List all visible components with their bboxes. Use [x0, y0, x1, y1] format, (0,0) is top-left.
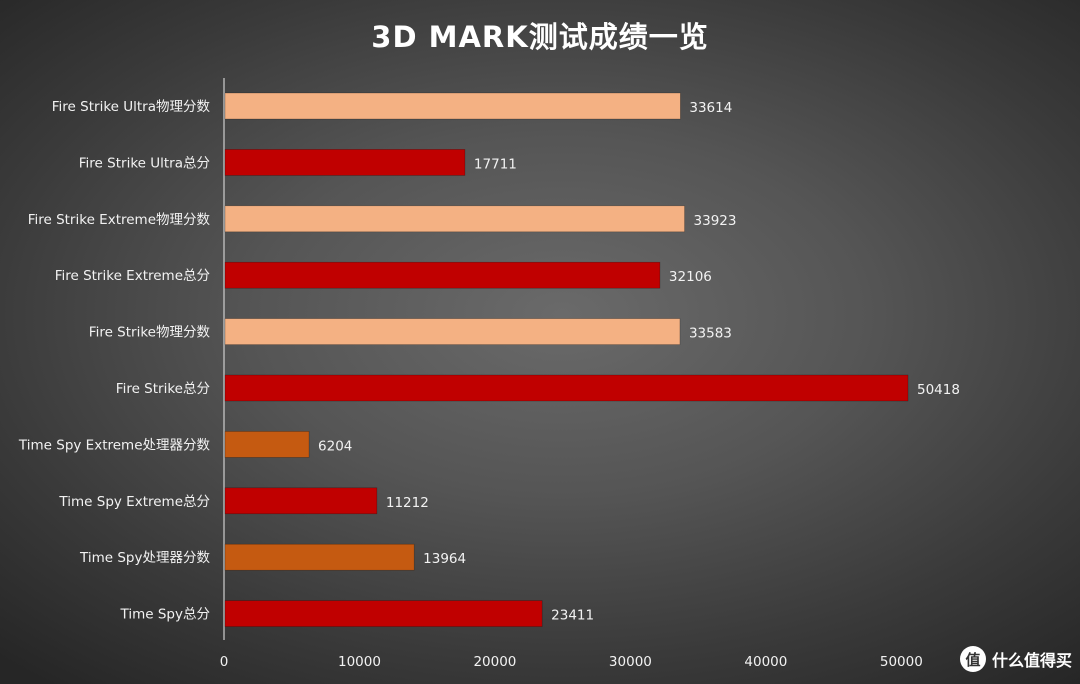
bar-3	[224, 205, 685, 233]
bar-7	[224, 431, 310, 458]
x-tick-label: 10000	[338, 654, 381, 670]
x-tick-label: 20000	[473, 654, 516, 670]
bar-2	[224, 149, 466, 176]
category-label: Time Spy总分	[120, 607, 210, 623]
bar-10	[224, 600, 543, 627]
category-label: Fire Strike物理分数	[89, 325, 211, 341]
category-label: Fire Strike Ultra总分	[79, 155, 210, 171]
bar-6	[224, 374, 909, 402]
category-label: Time Spy处理器分数	[79, 550, 210, 566]
value-label: 17711	[474, 156, 517, 172]
value-label: 33614	[689, 100, 732, 116]
value-label: 6204	[318, 438, 352, 454]
x-tick-label: 50000	[880, 654, 923, 670]
value-label: 33583	[689, 326, 732, 342]
value-label: 11212	[386, 495, 429, 511]
watermark-logo-icon: 值	[959, 646, 986, 672]
x-tick-label: 40000	[744, 654, 787, 670]
watermark: 值 什么值得买	[959, 644, 1072, 674]
value-label: 50418	[917, 382, 960, 398]
category-label: Fire Strike Ultra物理分数	[52, 99, 211, 115]
bar-5	[224, 318, 681, 345]
value-label: 23411	[551, 608, 594, 624]
chart-title: 3D MARK测试成绩一览	[371, 20, 709, 54]
category-label: Fire Strike总分	[116, 381, 210, 397]
bar-9	[224, 543, 415, 571]
category-label: Fire Strike Extreme物理分数	[28, 212, 211, 228]
watermark-text: 什么值得买	[991, 651, 1072, 670]
x-tick-label: 0	[220, 654, 229, 670]
category-label: Time Spy Extreme总分	[58, 494, 210, 510]
value-label: 13964	[423, 551, 466, 567]
x-tick-label: 30000	[609, 654, 652, 670]
value-label: 33923	[694, 213, 737, 229]
bar-1	[224, 92, 681, 120]
bar-4	[224, 261, 661, 289]
category-label: Fire Strike Extreme总分	[55, 268, 210, 284]
bar-8	[224, 487, 378, 515]
category-label: Time Spy Extreme处理器分数	[18, 437, 211, 453]
value-label: 32106	[669, 269, 712, 285]
